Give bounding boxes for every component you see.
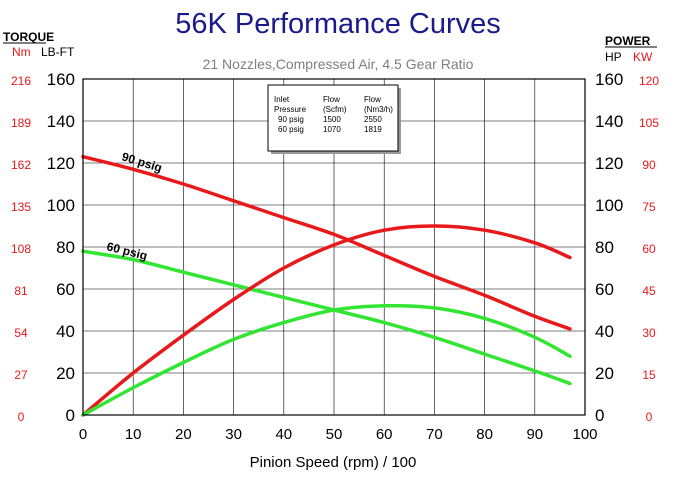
y-nm-tick-label: 27 <box>14 368 28 382</box>
legend-header: Flow <box>323 95 340 104</box>
y-right-hp-tick-label: 20 <box>595 364 614 383</box>
x-tick-label: 50 <box>326 426 343 443</box>
y-right-kw-tick-label: 75 <box>642 200 656 214</box>
chart-subtitle: 21 Nozzles,Compressed Air, 4.5 Gear Rati… <box>203 56 474 72</box>
y-left-tick-label: 40 <box>56 322 75 341</box>
y-left-tick-label: 60 <box>56 280 75 299</box>
y-right-kw-tick-label: 0 <box>646 410 653 424</box>
legend-header: Flow <box>364 95 381 104</box>
y-nm-tick-label: 135 <box>11 200 31 214</box>
legend-cell: 1500 <box>323 115 341 124</box>
torque-curve-60psig <box>81 249 572 386</box>
y-right-hp-tick-label: 40 <box>595 322 614 341</box>
x-tick-label: 90 <box>526 426 543 443</box>
legend-header: (Nm3/h) <box>364 105 393 114</box>
y-right-kw-tick-label: 30 <box>642 326 656 340</box>
x-tick-label: 10 <box>125 426 142 443</box>
x-tick-label: 0 <box>79 426 87 443</box>
legend-cell: 1070 <box>323 125 341 134</box>
y-right-kw-tick-label: 90 <box>642 158 656 172</box>
legend-cell: 90 psig <box>278 115 304 124</box>
y-nm-tick-label: 216 <box>11 74 31 88</box>
plot-frame <box>82 78 586 416</box>
legend-cell: 1819 <box>364 125 382 134</box>
x-tick-label: 60 <box>376 426 393 443</box>
x-tick-label: 30 <box>225 426 242 443</box>
x-axis-label: Pinion Speed (rpm) / 100 <box>250 454 417 471</box>
torque-header: TORQUE <box>3 30 54 44</box>
y-right-kw-tick-label: 60 <box>642 242 656 256</box>
legend-header: (Scfm) <box>323 105 347 114</box>
power-curve-90psig <box>81 224 572 417</box>
legend-cell: 60 psig <box>278 125 304 134</box>
y-nm-tick-label: 162 <box>11 158 31 172</box>
y-left-tick-label: 80 <box>56 238 75 257</box>
y-right-hp-tick-label: 0 <box>595 406 604 425</box>
nm-unit-label: Nm <box>12 45 31 59</box>
y-right-hp-tick-label: 100 <box>595 196 623 215</box>
y-right-hp-tick-label: 140 <box>595 112 623 131</box>
y-right-kw-tick-label: 45 <box>642 284 656 298</box>
y-left-tick-label: 0 <box>66 406 75 425</box>
y-nm-tick-label: 108 <box>11 242 31 256</box>
chart-title: 56K Performance Curves <box>175 8 501 40</box>
y-left-tick-label: 140 <box>47 112 75 131</box>
y-left-tick-label: 160 <box>47 70 75 89</box>
x-tick-label: 100 <box>572 426 597 443</box>
x-tick-label: 20 <box>175 426 192 443</box>
legend-cell: 2550 <box>364 115 382 124</box>
x-tick-label: 80 <box>476 426 493 443</box>
y-left-tick-label: 120 <box>47 154 75 173</box>
y-nm-tick-label: 0 <box>18 410 25 424</box>
y-nm-tick-label: 189 <box>11 116 31 130</box>
y-right-kw-tick-label: 120 <box>639 74 659 88</box>
y-right-kw-tick-label: 105 <box>639 116 659 130</box>
legend-header: Inlet <box>274 95 290 104</box>
torque-curve-90psig <box>81 154 572 331</box>
y-left-tick-label: 100 <box>47 196 75 215</box>
y-right-hp-tick-label: 120 <box>595 154 623 173</box>
y-nm-tick-label: 54 <box>14 326 28 340</box>
power-curve-60psig <box>81 303 572 417</box>
x-tick-label: 70 <box>426 426 443 443</box>
y-right-hp-tick-label: 160 <box>595 70 623 89</box>
y-right-hp-tick-label: 60 <box>595 280 614 299</box>
flow-legend-frame <box>267 84 399 152</box>
x-tick-label: 40 <box>275 426 292 443</box>
power-header: POWER <box>605 34 651 48</box>
y-right-hp-tick-label: 80 <box>595 238 614 257</box>
hp-unit-label: HP <box>605 50 622 64</box>
lbft-unit-label: LB-FT <box>41 45 75 59</box>
y-right-kw-tick-label: 15 <box>642 368 656 382</box>
y-left-tick-label: 20 <box>56 364 75 383</box>
y-nm-tick-label: 81 <box>14 284 28 298</box>
legend-header: Pressure <box>274 105 307 114</box>
kw-unit-label: KW <box>633 50 653 64</box>
